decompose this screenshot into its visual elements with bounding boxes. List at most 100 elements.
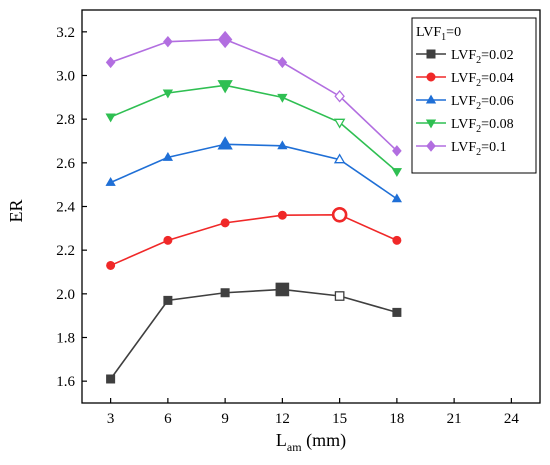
legend-label-sub: 2 [476, 147, 481, 158]
y-tick-label: 2.2 [56, 243, 75, 259]
legend-label-main: LVF [451, 94, 476, 109]
y-tick-label: 2.6 [56, 156, 75, 172]
legend-swatch-marker [426, 49, 436, 59]
x-axis-title-main: L [276, 430, 287, 450]
data-point [391, 168, 403, 177]
y-tick-label: 2.0 [56, 287, 75, 303]
legend-label: LVF2=0.08 [451, 117, 514, 135]
data-point [217, 30, 233, 49]
legend-label-sub: 2 [476, 101, 481, 112]
legend-swatch-marker [425, 94, 437, 104]
data-point [334, 89, 345, 103]
x-tick-label: 12 [275, 411, 290, 427]
y-tick-label: 2.8 [56, 112, 75, 128]
y-axis: 1.6 1.8 2.0 2.2 2.4 2.6 2.8 3.0 3.2 [56, 25, 87, 390]
series-5 [105, 30, 402, 157]
legend-label-main: LVF [451, 48, 476, 63]
data-point [106, 260, 116, 270]
x-tick-label: 24 [504, 411, 520, 427]
legend-title-sub: 1 [441, 32, 446, 43]
data-point [277, 93, 288, 103]
legend-item-4: LVF2=0.08 [416, 117, 514, 135]
data-point [163, 35, 173, 48]
legend-label: LVF2=0.04 [451, 71, 514, 89]
data-point [105, 56, 116, 69]
y-tick-label: 3.2 [56, 25, 75, 41]
series-line [110, 84, 398, 173]
data-point [217, 136, 233, 150]
legend-label-main: LVF [451, 71, 476, 86]
legend-swatch-marker [425, 119, 437, 129]
legend-item-2: LVF2=0.04 [416, 71, 514, 89]
legend-label-sub: 2 [476, 78, 481, 89]
y-tick-label: 1.6 [56, 374, 75, 390]
x-axis-title: Lam (mm) [276, 430, 346, 454]
data-point [277, 56, 288, 69]
data-point [163, 295, 173, 305]
data-point [217, 80, 233, 94]
data-point [277, 210, 287, 220]
x-tick-label: 18 [389, 411, 404, 427]
series-line [110, 143, 398, 200]
series-4 [105, 80, 403, 177]
legend-label-suffix: =0.08 [481, 117, 513, 132]
data-point [392, 307, 402, 317]
legend-item-5: LVF2=0.1 [416, 140, 507, 158]
series-line [109, 288, 398, 380]
legend-title: LVF1=0 [416, 25, 461, 43]
legend: LVF1=0LVF2=0.02LVF2=0.04LVF2=0.06LVF2=0.… [411, 17, 537, 174]
legend-label-main: LVF [451, 117, 476, 132]
y-tick-label: 2.4 [56, 200, 75, 216]
x-tick-label: 21 [447, 411, 462, 427]
series-line [110, 213, 398, 267]
data-point [162, 151, 174, 161]
legend-label-suffix: =0.1 [481, 140, 506, 155]
legend-item-3: LVF2=0.06 [416, 94, 514, 112]
data-point [105, 177, 116, 186]
series-line [110, 38, 398, 152]
data-point [392, 145, 402, 157]
legend-item-1: LVF2=0.02 [416, 48, 514, 66]
data-point [106, 374, 116, 384]
data-point [392, 235, 402, 245]
data-point [331, 206, 348, 223]
legend-label-sub: 2 [476, 124, 481, 135]
series-2 [106, 206, 402, 270]
x-axis: 3 6 9 12 15 18 21 24 [107, 398, 520, 427]
legend-label-sub: 2 [476, 55, 481, 66]
data-point [105, 113, 116, 123]
series-3 [105, 136, 403, 203]
y-axis-title: ER [6, 199, 26, 222]
data-point [275, 282, 290, 297]
data-point [277, 140, 288, 150]
legend-label-main: LVF [451, 140, 476, 155]
x-tick-label: 9 [221, 411, 229, 427]
series-1 [106, 282, 402, 384]
x-axis-title-sub: am [287, 440, 302, 454]
legend-label-suffix: =0.06 [481, 94, 513, 109]
legend-title-suffix: =0 [446, 25, 461, 40]
data-point [333, 153, 346, 164]
legend-label-suffix: =0.02 [481, 48, 513, 63]
y-tick-label: 3.0 [56, 69, 75, 85]
data-point [391, 193, 403, 203]
legend-swatch-marker [426, 72, 436, 82]
legend-label-suffix: =0.04 [481, 71, 513, 86]
series-layer [105, 30, 403, 384]
x-axis-title-suffix: (mm) [302, 430, 347, 451]
legend-label: LVF2=0.1 [451, 140, 507, 158]
legend-title-main: LVF [416, 25, 441, 40]
data-point [220, 218, 230, 228]
data-point [333, 118, 346, 129]
legend-swatch-marker [426, 140, 436, 152]
legend-label: LVF2=0.02 [451, 48, 514, 66]
y-tick-label: 1.8 [56, 331, 75, 347]
x-tick-label: 3 [107, 411, 115, 427]
legend-label: LVF2=0.06 [451, 94, 514, 112]
x-tick-label: 15 [332, 411, 347, 427]
data-point [162, 89, 174, 99]
data-point [334, 291, 345, 301]
data-point [163, 235, 173, 245]
x-tick-label: 6 [164, 411, 172, 427]
